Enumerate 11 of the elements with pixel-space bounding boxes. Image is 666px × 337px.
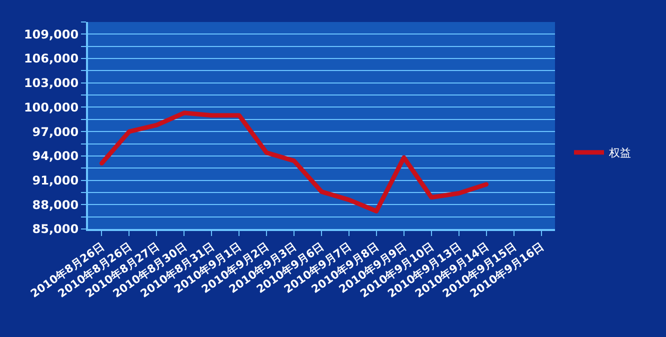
y-tick-label: 91,000 [32, 173, 79, 188]
line-series [99, 110, 489, 214]
y-tick-label: 88,000 [32, 198, 79, 212]
y-tick-label: 100,000 [24, 100, 79, 114]
legend-label: 权益 [608, 146, 632, 160]
y-tick-label: 94,000 [32, 149, 79, 164]
y-tick-label: 97,000 [32, 124, 79, 139]
y-tick-label: 106,000 [24, 52, 79, 66]
y-tick-label: 109,000 [24, 27, 79, 42]
y-tick-label: 103,000 [24, 76, 79, 90]
y-tick-label: 85,000 [32, 222, 79, 236]
